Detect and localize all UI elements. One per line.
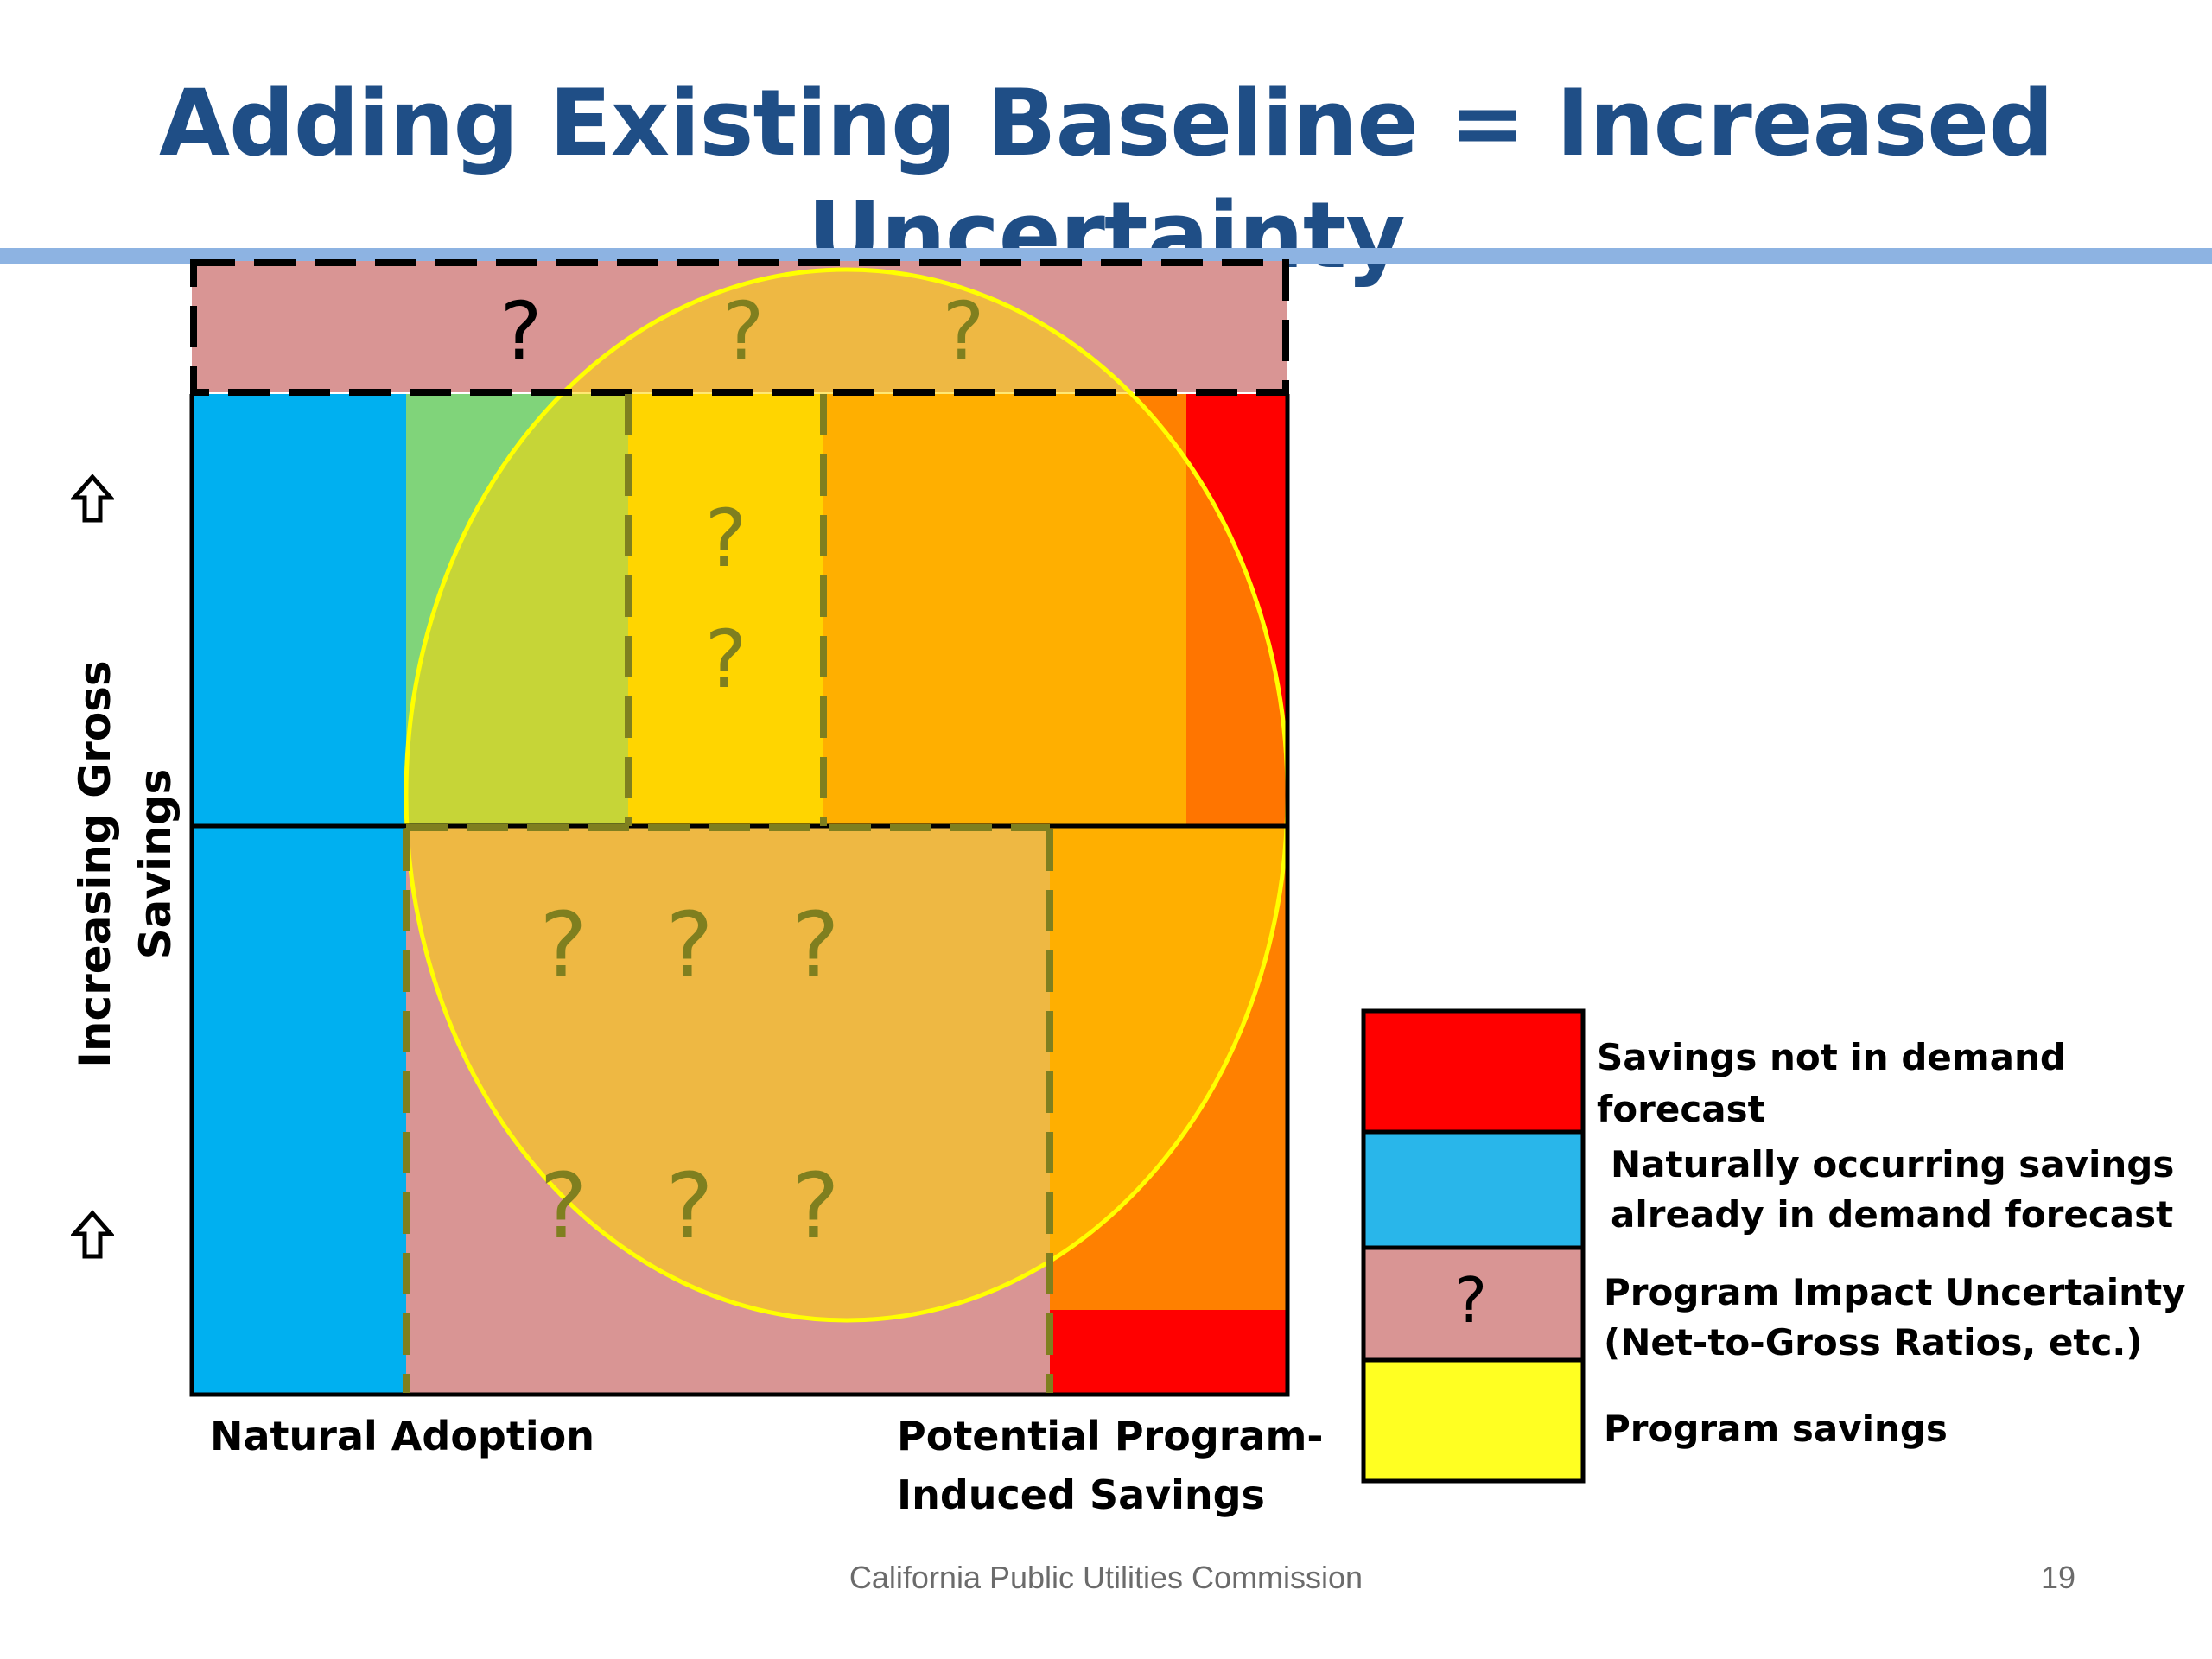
question-mark: ? <box>665 893 713 998</box>
region-lower-natural <box>192 826 406 1395</box>
title-rule <box>0 248 2212 264</box>
footer-organization: California Public Utilities Commission <box>849 1560 1363 1595</box>
legend-label-program-impact-line1: Program Impact Uncertainty <box>1604 1271 2186 1313</box>
legend-label-savings-not-in-forecast: Savings not in demand forecast <box>1597 1036 2066 1130</box>
x-label-natural-adoption: Natural Adoption <box>210 1413 594 1459</box>
x-label-program-induced-line1: Potential Program- <box>897 1413 1324 1459</box>
question-mark: ? <box>791 893 839 998</box>
question-mark: ? <box>539 1154 587 1259</box>
question-mark: ? <box>500 285 543 378</box>
legend-swatch-yellow <box>1361 1357 1586 1484</box>
legend-label-naturally-occurring-line2: already in demand forecast <box>1611 1193 2174 1236</box>
legend-swatch-blue <box>1361 1129 1586 1250</box>
question-mark: ? <box>943 285 985 378</box>
legend-question-mark: ? <box>1454 1264 1487 1337</box>
up-arrow-icon <box>71 1210 114 1259</box>
legend: ? <box>1361 1008 1586 1484</box>
top-dashed-box <box>190 259 1289 396</box>
legend-label-naturally-occurring-line1: Naturally occurring savings <box>1611 1143 2175 1185</box>
frame-outline <box>189 394 1290 1397</box>
question-mark: ? <box>791 1154 839 1259</box>
y-axis-label: Increasing Gross Savings <box>70 660 181 1068</box>
legend-swatch-red <box>1361 1008 1586 1135</box>
page-number: 19 <box>2041 1560 2076 1595</box>
question-mark: ? <box>705 493 747 585</box>
program-savings-ellipse <box>404 267 1290 1323</box>
question-mark: ? <box>722 285 765 378</box>
question-mark: ? <box>705 613 747 706</box>
x-label-program-induced-line2: Induced Savings <box>897 1471 1265 1518</box>
question-mark: ? <box>539 893 587 998</box>
up-arrow-icon <box>71 474 114 523</box>
legend-label-program-savings: Program savings <box>1604 1408 1948 1450</box>
legend-swatch-pink <box>1361 1245 1586 1363</box>
question-mark: ? <box>665 1154 713 1259</box>
legend-label-program-impact-line2: (Net-to-Gross Ratios, etc.) <box>1604 1321 2143 1363</box>
slide-title: Adding Existing Baseline = Increased Unc… <box>158 70 2054 289</box>
